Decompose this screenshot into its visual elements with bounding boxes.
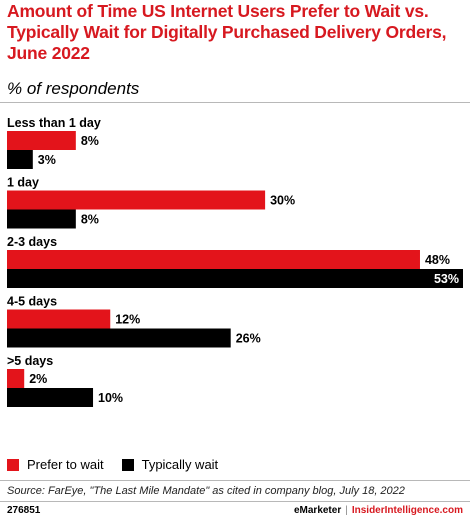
legend-swatch-typical [121, 458, 134, 471]
bar-typical-5-days [7, 388, 94, 407]
bottom-divider [0, 480, 470, 481]
legend-swatch-prefer [7, 458, 19, 471]
value-label-typical-2-3-days: 53% [434, 272, 459, 286]
legend-item-typical: Typically wait [121, 457, 219, 472]
brand-separator: | [345, 505, 348, 516]
bar-prefer-4-5-days [7, 309, 111, 329]
legend-label-typical: Typically wait [141, 457, 219, 472]
legend-item-prefer: Prefer to wait [7, 457, 104, 472]
legend-label-prefer: Prefer to wait [27, 457, 104, 472]
value-label-typical-5-days: 10% [98, 391, 123, 405]
value-label-typical-less-than-1-day: 3% [38, 153, 56, 167]
value-label-prefer-5-days: 2% [29, 372, 47, 386]
bar-typical-less-than-1-day [7, 150, 33, 169]
bar-prefer-less-than-1-day [7, 131, 76, 150]
source-note: Source: FarEye, "The Last Mile Mandate" … [7, 485, 405, 497]
footer-brand: eMarketer | InsiderIntelligence.com [294, 505, 463, 516]
category-label-1-day: 1 day [7, 176, 39, 190]
bar-typical-4-5-days [7, 328, 231, 348]
value-label-prefer-2-3-days: 48% [425, 253, 450, 267]
value-label-typical-4-5-days: 26% [236, 332, 261, 346]
chart-id: 276851 [7, 505, 41, 516]
chart-title: Amount of Time US Internet Users Prefer … [7, 1, 447, 63]
legend: Prefer to wait Typically wait [7, 457, 236, 472]
value-label-prefer-4-5-days: 12% [115, 313, 140, 327]
footer-divider [0, 501, 470, 502]
category-label-5-days: >5 days [7, 354, 53, 368]
bar-typical-2-3-days [7, 269, 463, 288]
bar-chart: Less than 1 day 8% 3% 1 day 30% 8% 2-3 days 48%… [7, 116, 463, 407]
top-divider [0, 102, 470, 103]
value-label-typical-1-day: 8% [81, 213, 99, 227]
category-label-less-than-1-day: Less than 1 day [7, 116, 101, 130]
value-label-prefer-less-than-1-day: 8% [81, 134, 99, 148]
bar-prefer-5-days [7, 369, 25, 388]
bar-prefer-1-day [7, 190, 266, 210]
brand-insider-intelligence: InsiderIntelligence.com [351, 505, 463, 516]
bar-typical-1-day [7, 209, 76, 229]
category-label-4-5-days: 4-5 days [7, 295, 57, 309]
chart-subtitle: % of respondents [7, 79, 140, 98]
value-label-prefer-1-day: 30% [270, 194, 295, 208]
category-label-2-3-days: 2-3 days [7, 235, 57, 249]
brand-emarketer: eMarketer [293, 505, 342, 516]
bar-prefer-2-3-days [7, 250, 420, 269]
